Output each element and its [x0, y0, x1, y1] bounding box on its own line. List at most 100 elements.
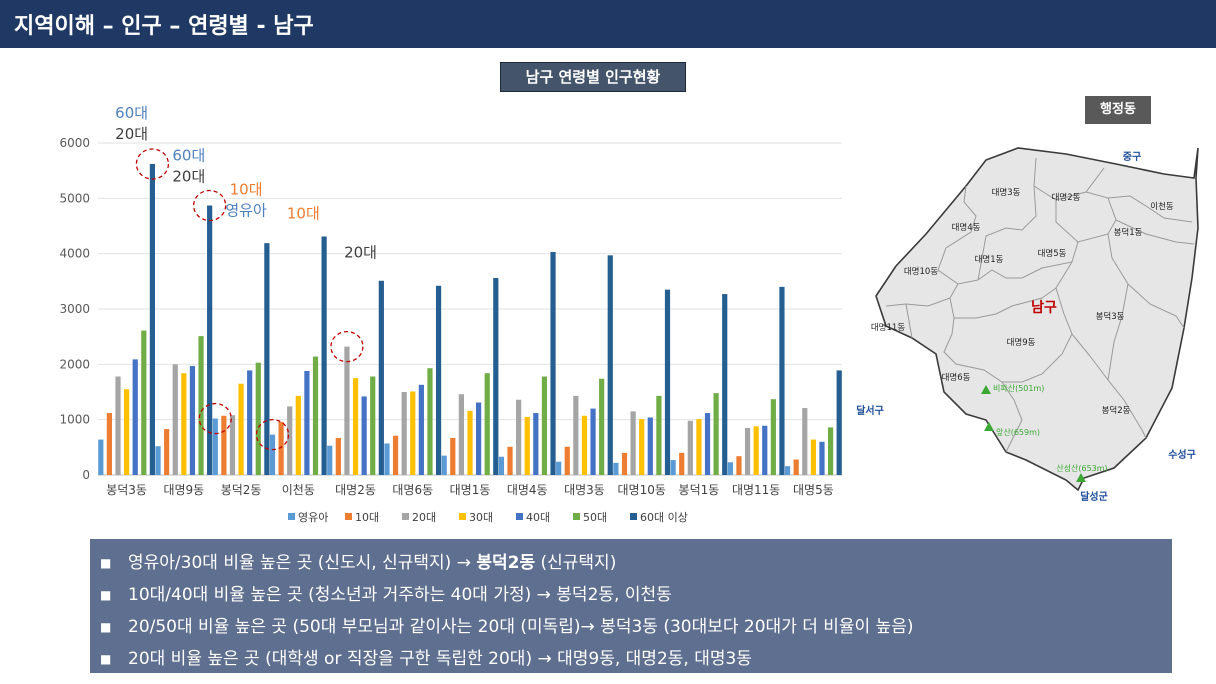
map-neighbor-label: 수성구: [1168, 448, 1196, 461]
bar: [427, 368, 433, 475]
bar: [221, 415, 227, 475]
bar: [550, 252, 556, 475]
bar: [670, 460, 676, 475]
legend-swatch: [516, 513, 523, 520]
bar: [392, 435, 399, 475]
bar: [736, 456, 742, 475]
bar: [278, 421, 284, 475]
header-bar: 지역이해 – 인구 – 연령별 - 남구: [0, 0, 1216, 48]
bar: [164, 429, 170, 475]
map-dong-label: 대명11동: [871, 322, 905, 333]
summary-item: ■ 20대 비율 높은 곳 (대학생 or 직장을 구한 독립한 20대) → 대…: [90, 643, 1172, 675]
annotation-label: 20대: [172, 168, 205, 186]
x-tick-label: 봉덕3동: [106, 483, 147, 497]
bar: [344, 346, 350, 475]
bar: [410, 391, 416, 475]
x-tick-label: 대명1동: [450, 483, 491, 497]
annotation-label: 10대: [287, 205, 320, 223]
bar: [621, 452, 628, 475]
bar: [498, 456, 505, 475]
bullet-icon: ■: [100, 588, 112, 602]
bar: [141, 330, 147, 475]
bar: [287, 406, 293, 475]
bar: [753, 426, 759, 475]
bar: [155, 446, 161, 475]
x-tick-label: 대명4동: [507, 483, 548, 497]
bar: [573, 395, 579, 475]
bar: [198, 336, 204, 475]
bar: [507, 446, 513, 475]
map-dong-label: 대명6동: [942, 372, 971, 383]
bar: [793, 459, 799, 475]
bar: [656, 395, 662, 475]
map-dong-label: 대명10동: [904, 266, 938, 277]
summary-text: 20대 비율 높은 곳 (대학생 or 직장을 구한 독립한 20대) → 대명…: [128, 649, 752, 669]
legend-swatch: [573, 513, 580, 520]
bar: [361, 396, 367, 475]
x-tick-label: 대명5동: [793, 483, 834, 497]
highlight-circle: [192, 189, 227, 222]
map-dong-label: 대명3동: [992, 187, 1021, 198]
map-neighbor-label: 중구: [1123, 151, 1141, 163]
bar: [255, 362, 261, 475]
summary-text: 영유아/30대 비율 높은 곳 (신도시, 신규택지) →: [128, 553, 477, 573]
bar: [533, 413, 539, 475]
bar: [713, 393, 719, 475]
legend-label: 영유아: [298, 511, 328, 524]
map-neighbor-label: 달서구: [856, 404, 884, 417]
summary-text: 10대/40대 비율 높은 곳 (청소년과 거주하는 40대 가정) → 봉덕2…: [128, 585, 672, 605]
bar: [810, 439, 816, 475]
summary-item: ■ 10대/40대 비율 높은 곳 (청소년과 거주하는 40대 가정) → 봉덕…: [90, 579, 1172, 611]
bar: [744, 427, 751, 475]
map-dong-label: 대명2동: [1052, 192, 1081, 203]
bar: [401, 392, 407, 475]
bar: [124, 389, 130, 475]
x-tick-label: 대명9동: [163, 483, 204, 497]
bar: [524, 416, 530, 475]
highlight-circle: [135, 148, 170, 180]
bar: [484, 373, 490, 475]
bar: [493, 278, 499, 475]
bar: [435, 285, 442, 475]
bar: [770, 399, 776, 475]
legend-label: 30대: [469, 511, 493, 524]
x-tick-label: 대명2동: [335, 483, 376, 497]
bar: [516, 399, 522, 475]
y-tick-label: 5000: [59, 191, 90, 205]
bar: [212, 418, 218, 475]
bar: [384, 443, 390, 475]
bar: [687, 420, 693, 475]
bar: [312, 356, 319, 475]
annotation-label: 20대: [115, 125, 148, 143]
bar: [564, 446, 570, 475]
bar: [172, 364, 178, 475]
bar: [189, 365, 196, 475]
bar: [450, 437, 456, 475]
y-tick-label: 1000: [59, 413, 90, 427]
annotation-label: 10대: [230, 180, 263, 198]
age-population-chart: 0 1000 2000 3000 4000 5000 6000 봉덕3동 대명9동 봉덕2동 이천동…: [59, 104, 842, 524]
bar: [784, 466, 791, 475]
legend-label: 20대: [412, 511, 436, 524]
bullet-icon: ■: [100, 556, 112, 570]
y-tick-label: 0: [82, 468, 90, 482]
x-tick-label: 대명6동: [392, 483, 433, 497]
x-tick-label: 봉덕1동: [679, 483, 720, 497]
bar: [229, 415, 236, 475]
bar: [132, 359, 138, 475]
summary-item: ■ 20/50대 비율 높은 곳 (50대 부모님과 같이사는 20대 (미독립)…: [90, 611, 1172, 643]
bar: [335, 437, 341, 475]
legend-swatch: [630, 513, 637, 520]
bar: [458, 394, 464, 475]
bar: [613, 462, 619, 475]
mountain-label: 비파산(501m): [993, 383, 1044, 393]
bar: [207, 205, 213, 475]
x-tick-label: 봉덕2동: [221, 483, 262, 497]
legend-swatch: [288, 513, 295, 520]
bar: [762, 425, 768, 475]
bar: [238, 383, 244, 475]
bar: [664, 289, 671, 475]
annotation-label: 60대: [172, 147, 205, 165]
map-dong-label: 대명9동: [1007, 337, 1036, 348]
bar: [779, 286, 785, 475]
